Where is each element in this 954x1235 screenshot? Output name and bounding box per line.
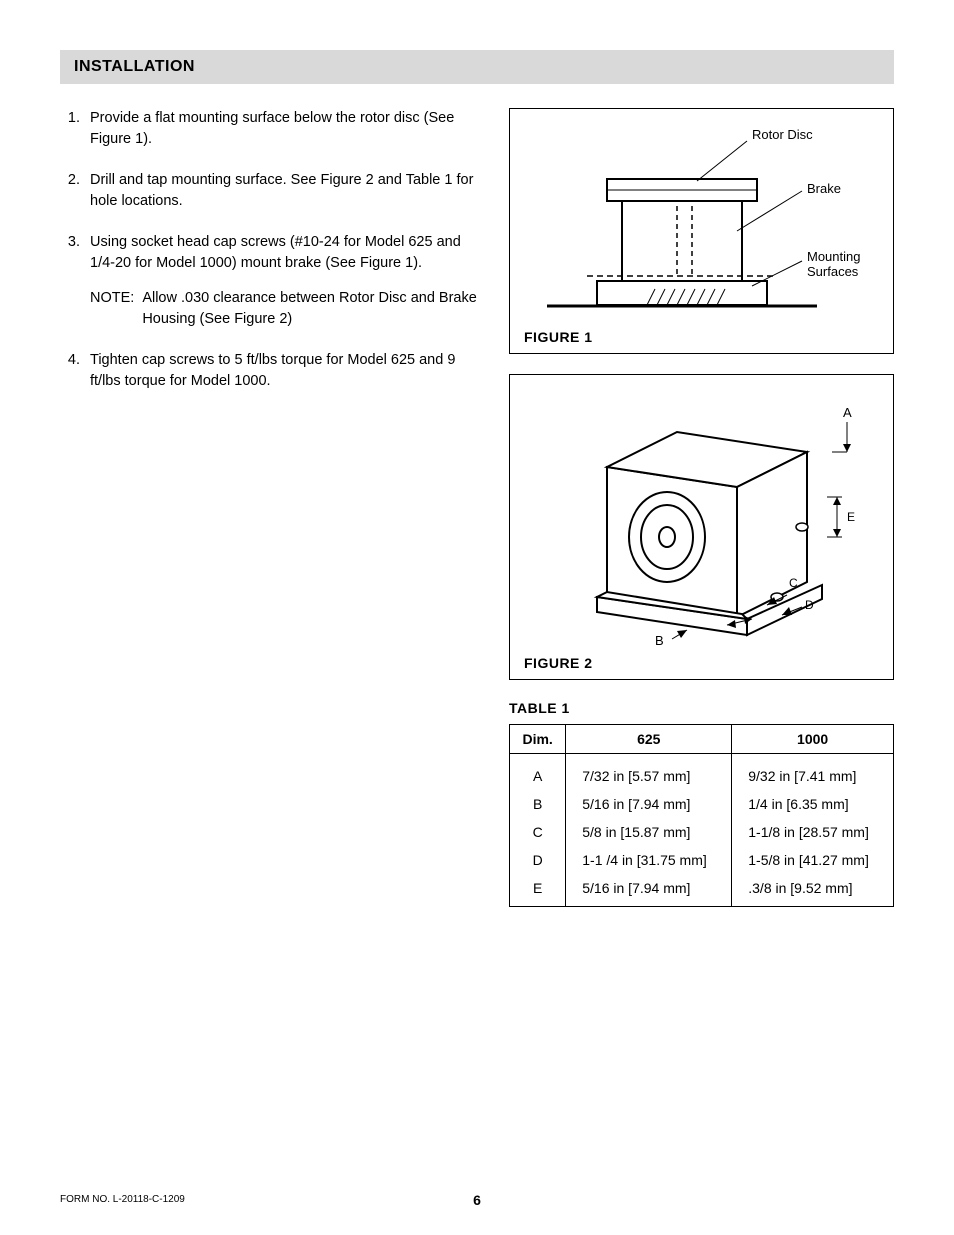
fig2-label-e: E [847, 510, 855, 524]
step-3: Using socket head cap screws (#10-24 for… [84, 232, 479, 330]
figure-1-caption: FIGURE 1 [524, 329, 879, 345]
form-number: FORM NO. L-20118-C-1209 [60, 1194, 185, 1205]
cell-dim: E [510, 874, 566, 907]
page-footer: FORM NO. L-20118-C-1209 6 [60, 1194, 894, 1205]
figure-1-diagram: Rotor Disc Brake Mounting Surfaces [527, 121, 877, 321]
fig2-label-b: B [655, 633, 664, 647]
cell-dim: C [510, 818, 566, 846]
fig1-label-brake: Brake [807, 181, 841, 196]
cell-dim: B [510, 790, 566, 818]
step-2: Drill and tap mounting surface. See Figu… [84, 170, 479, 212]
cell-dim: A [510, 754, 566, 791]
figure-2-box: A E C D [509, 374, 894, 680]
table-row: A 7/32 in [5.57 mm] 9/32 in [7.41 mm] [510, 754, 894, 791]
instructions-column: Provide a flat mounting surface below th… [60, 108, 479, 907]
table-row: C 5/8 in [15.87 mm] 1-1/8 in [28.57 mm] [510, 818, 894, 846]
section-header: INSTALLATION [60, 50, 894, 84]
page-number: 6 [473, 1192, 481, 1208]
cell-1000: .3/8 in [9.52 mm] [732, 874, 894, 907]
fig2-label-a: A [843, 405, 852, 420]
dimension-table: Dim. 625 1000 A 7/32 in [5.57 mm] 9/32 i… [509, 724, 894, 907]
cell-625: 1-1 /4 in [31.75 mm] [566, 846, 732, 874]
col-1000: 1000 [732, 725, 894, 754]
cell-625: 5/8 in [15.87 mm] [566, 818, 732, 846]
steps-list: Provide a flat mounting surface below th… [60, 108, 479, 392]
table-row: B 5/16 in [7.94 mm] 1/4 in [6.35 mm] [510, 790, 894, 818]
note-label: NOTE: [90, 288, 134, 330]
fig1-label-mount-2: Surfaces [807, 264, 859, 279]
step-3-text: Using socket head cap screws (#10-24 for… [90, 234, 461, 271]
note-text: Allow .030 clearance between Rotor Disc … [142, 288, 479, 330]
col-625: 625 [566, 725, 732, 754]
cell-625: 5/16 in [7.94 mm] [566, 874, 732, 907]
step-4: Tighten cap screws to 5 ft/lbs torque fo… [84, 350, 479, 392]
table-row: E 5/16 in [7.94 mm] .3/8 in [9.52 mm] [510, 874, 894, 907]
figure-1-box: Rotor Disc Brake Mounting Surfaces FIGUR… [509, 108, 894, 354]
step-1: Provide a flat mounting surface below th… [84, 108, 479, 150]
fig1-label-rotor: Rotor Disc [752, 127, 813, 142]
cell-1000: 1-1/8 in [28.57 mm] [732, 818, 894, 846]
table-1-caption: TABLE 1 [509, 700, 894, 716]
note-row: NOTE: Allow .030 clearance between Rotor… [90, 288, 479, 330]
fig2-label-c: C [789, 576, 798, 590]
table-row: D 1-1 /4 in [31.75 mm] 1-5/8 in [41.27 m… [510, 846, 894, 874]
figure-2-caption: FIGURE 2 [524, 655, 879, 671]
cell-1000: 9/32 in [7.41 mm] [732, 754, 894, 791]
cell-625: 7/32 in [5.57 mm] [566, 754, 732, 791]
cell-dim: D [510, 846, 566, 874]
figures-column: Rotor Disc Brake Mounting Surfaces FIGUR… [509, 108, 894, 907]
cell-1000: 1/4 in [6.35 mm] [732, 790, 894, 818]
cell-1000: 1-5/8 in [41.27 mm] [732, 846, 894, 874]
fig2-label-d: D [805, 598, 814, 612]
fig1-label-mount-1: Mounting [807, 249, 860, 264]
figure-2-diagram: A E C D [527, 387, 877, 647]
cell-625: 5/16 in [7.94 mm] [566, 790, 732, 818]
col-dim: Dim. [510, 725, 566, 754]
